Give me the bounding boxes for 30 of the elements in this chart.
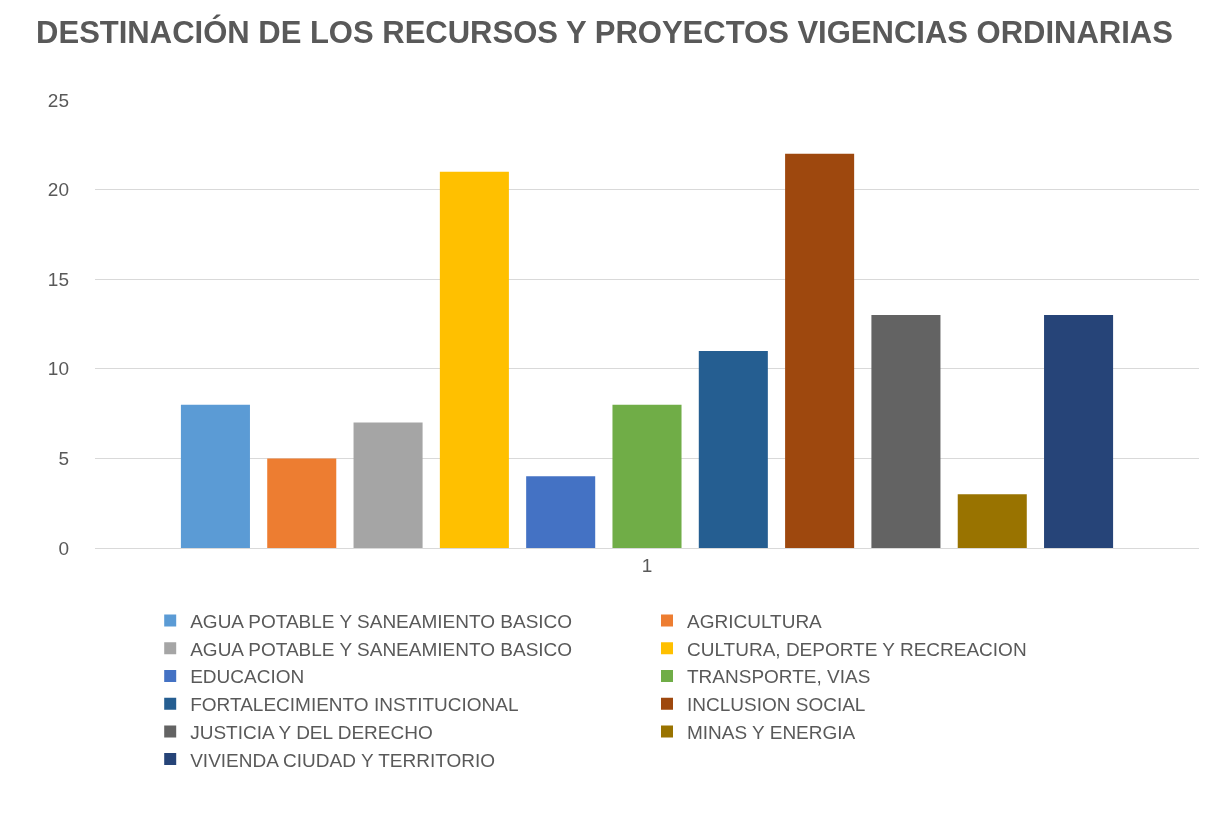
legend-label: AGRICULTURA bbox=[687, 611, 823, 633]
bar bbox=[612, 404, 682, 548]
y-tick-label: 25 bbox=[47, 89, 69, 111]
bar bbox=[1044, 315, 1114, 548]
legend-label: TRANSPORTE, VIAS bbox=[687, 666, 871, 688]
legend-label: JUSTICIA Y DEL DERECHO bbox=[190, 721, 433, 743]
legend-label: CULTURA, DEPORTE Y RECREACION bbox=[687, 638, 1027, 660]
legend-label: INCLUSION SOCIAL bbox=[687, 694, 866, 716]
bar bbox=[785, 153, 855, 548]
legend-label: EDUCACION bbox=[190, 666, 305, 688]
bar bbox=[180, 404, 250, 548]
bar bbox=[439, 171, 509, 548]
legend-label: VIVIENDA CIUDAD Y TERRITORIO bbox=[190, 749, 495, 771]
bar bbox=[871, 315, 941, 548]
y-tick-label: 10 bbox=[47, 358, 69, 380]
x-tick-label: 1 bbox=[641, 554, 653, 576]
bar bbox=[957, 494, 1027, 548]
bar bbox=[353, 422, 423, 548]
bar bbox=[267, 458, 337, 548]
y-tick-label: 20 bbox=[47, 179, 69, 201]
legend-label: AGUA POTABLE Y SANEAMIENTO BASICO bbox=[190, 638, 573, 660]
legend-label: FORTALECIMIENTO INSTITUCIONAL bbox=[190, 694, 519, 716]
chart-title: DESTINACIÓN DE LOS RECURSOS Y PROYECTOS VIGENCIAS ORDINARIAS bbox=[36, 13, 1173, 50]
bar bbox=[698, 350, 768, 548]
legend-label: MINAS Y ENERGIA bbox=[687, 721, 856, 743]
bar bbox=[526, 476, 596, 548]
legend-label: AGUA POTABLE Y SANEAMIENTO BASICO bbox=[190, 611, 573, 633]
y-tick-label: 5 bbox=[58, 448, 69, 470]
y-tick-label: 0 bbox=[58, 537, 69, 559]
y-tick-label: 15 bbox=[47, 268, 69, 290]
